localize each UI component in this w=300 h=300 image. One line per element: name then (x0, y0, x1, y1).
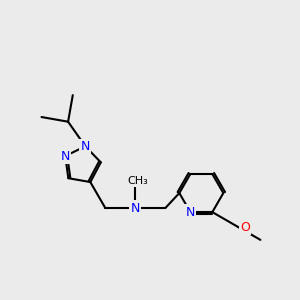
Text: N: N (61, 150, 70, 163)
Text: N: N (130, 202, 140, 214)
Text: O: O (240, 220, 250, 234)
Text: N: N (81, 140, 90, 153)
Text: N: N (186, 206, 195, 219)
Text: CH₃: CH₃ (127, 176, 148, 186)
